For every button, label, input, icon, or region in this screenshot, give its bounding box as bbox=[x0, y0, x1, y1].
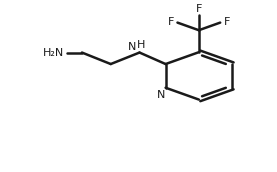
Text: N: N bbox=[128, 41, 136, 52]
Text: H: H bbox=[137, 40, 145, 50]
Text: F: F bbox=[224, 17, 230, 27]
Text: F: F bbox=[168, 17, 174, 27]
Text: H₂N: H₂N bbox=[43, 47, 64, 58]
Text: F: F bbox=[196, 4, 202, 14]
Text: N: N bbox=[157, 90, 166, 100]
